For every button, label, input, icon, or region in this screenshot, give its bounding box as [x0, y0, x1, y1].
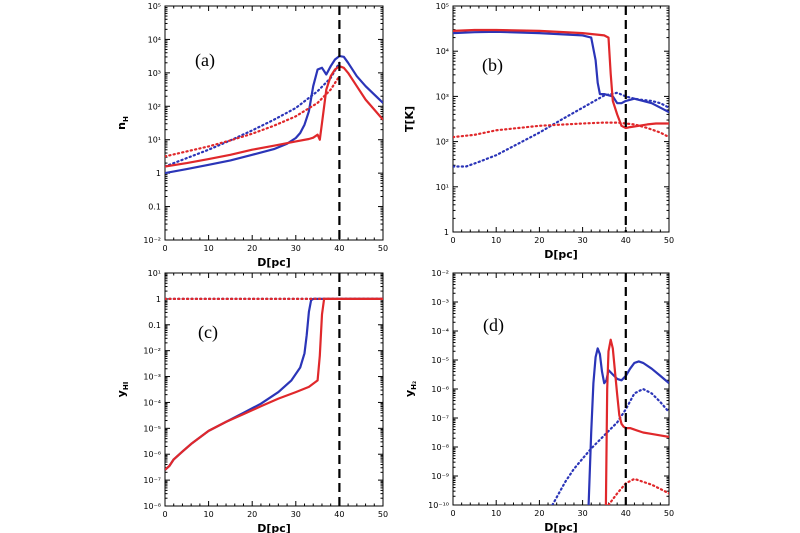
plot-frame: [164, 5, 384, 241]
y-axis-title-main: y: [403, 390, 416, 397]
y-tick-label: 10³: [436, 92, 449, 101]
y-axis-title: yHI: [115, 382, 130, 398]
y-tick-label: 10⁴: [148, 35, 161, 44]
y-tick-label: 10³: [148, 69, 161, 78]
x-tick-label: 10: [204, 244, 214, 253]
y-axis-title: T[K]: [403, 106, 416, 132]
y-axis-title-main: y: [115, 390, 128, 397]
y-tick-label: 10⁻⁴: [431, 327, 449, 336]
y-tick-label: 10⁻²: [143, 347, 161, 356]
y-tick-label: 10⁻⁵: [431, 356, 449, 365]
x-axis-title: D[pc]: [257, 522, 291, 533]
x-tick-label: 10: [204, 510, 214, 519]
plot-frame: [164, 272, 384, 507]
y-tick-label: 10⁻³: [143, 373, 161, 382]
y-tick-label: 10⁻⁶: [143, 450, 161, 459]
y-tick-label: 10⁵: [436, 2, 449, 11]
panel-b: 0 10 20 30 40 50 1 10¹ 10² 10³ 10⁴ 10⁵ D[pc] T[K] (b): [403, 2, 674, 261]
red-solid-series-line: [165, 65, 383, 168]
x-tick-label: 20: [534, 509, 544, 518]
x-tick-label: 20: [247, 244, 257, 253]
y-tick-label: 10⁻¹⁰: [428, 501, 449, 510]
x-tick-label: 40: [621, 509, 631, 518]
x-tick-label: 30: [291, 510, 301, 519]
y-tick-label: 10¹: [436, 183, 449, 192]
panel-tag: (a): [195, 50, 215, 71]
y-axis-title-main: T[K]: [403, 106, 416, 132]
y-tick-label: 10⁻⁸: [431, 443, 449, 452]
y-tick-label: 1: [444, 228, 449, 237]
red-dotted-series-line: [165, 75, 341, 158]
y-axis-title-sub: HI: [122, 382, 130, 390]
x-tick-label: 10: [491, 236, 501, 245]
x-tick-label: 0: [450, 509, 455, 518]
y-tick-label: 10⁻⁹: [431, 472, 449, 481]
red-dotted-series-line: [607, 477, 669, 505]
y-tick-label: 0.1: [148, 203, 161, 212]
red-solid-series-line: [453, 28, 669, 130]
panel-tag: (b): [482, 55, 503, 76]
panel-tag: (c): [198, 322, 218, 343]
x-axis-title: D[pc]: [544, 248, 578, 261]
red-solid-series-line: [604, 338, 669, 505]
y-axis-title-sub: H: [122, 116, 130, 122]
blue-dotted-series-line: [165, 61, 341, 168]
x-tick-label: 30: [578, 236, 588, 245]
x-tick-label: 40: [621, 236, 631, 245]
y-tick-label: 10⁻³: [431, 298, 449, 307]
x-tick-label: 10: [491, 509, 501, 518]
y-tick-label: 10⁻⁷: [431, 414, 449, 423]
y-tick-label: 10²: [436, 138, 449, 147]
blue-solid-series-line: [453, 30, 669, 114]
x-tick-label: 0: [162, 510, 167, 519]
y-tick-label: 0.1: [148, 321, 161, 330]
y-axis-title-sub: H₂: [410, 381, 418, 390]
x-tick-label: 40: [334, 510, 344, 519]
x-axis-title: D[pc]: [257, 256, 291, 269]
panel-c: 0 10 20 30 40 50 10⁻⁸ 10⁻⁷ 10⁻⁶ 10⁻⁵ 10⁻⁴ 10⁻³ 10⁻² 0…: [115, 269, 388, 533]
x-tick-label: 20: [534, 236, 544, 245]
y-tick-label: 10²: [148, 102, 161, 111]
blue-solid-series-line: [165, 54, 383, 175]
y-axis-title-main: n: [115, 122, 128, 130]
panel-a: 0 10 20 30 40 50 10⁻² 0.1 1 10¹ 10² 10³ 10⁴ 10⁵ D[pc] n…: [115, 2, 388, 269]
blue-dotted-series-line: [551, 387, 669, 505]
blue-solid-series-line: [587, 347, 669, 505]
panel-tag: (d): [483, 315, 504, 336]
y-tick-label: 10¹: [148, 136, 161, 145]
x-tick-label: 50: [378, 510, 388, 519]
y-tick-label: 10⁵: [148, 2, 161, 11]
x-tick-label: 30: [578, 509, 588, 518]
y-tick-label: 1: [156, 295, 161, 304]
x-tick-label: 0: [450, 236, 455, 245]
y-axis-title: nH: [115, 116, 130, 130]
y-tick-label: 1: [156, 169, 161, 178]
x-tick-label: 50: [664, 236, 674, 245]
x-tick-label: 30: [291, 244, 301, 253]
blue-dotted-series-line: [453, 91, 669, 168]
red-solid-series-line: [165, 297, 383, 471]
x-tick-label: 20: [247, 510, 257, 519]
x-axis-title: D[pc]: [544, 521, 578, 533]
y-tick-label: 10⁴: [436, 47, 449, 56]
x-tick-label: 40: [334, 244, 344, 253]
plot-frame: [452, 5, 670, 233]
y-tick-label: 10¹: [148, 269, 161, 278]
y-tick-label: 10⁻⁶: [431, 385, 449, 394]
y-axis-title: yH₂: [403, 381, 418, 397]
y-tick-label: 10⁻²: [143, 236, 161, 245]
x-tick-label: 50: [378, 244, 388, 253]
y-tick-label: 10⁻²: [431, 269, 449, 278]
y-tick-label: 10⁻⁵: [143, 424, 161, 433]
y-tick-label: 10⁻⁷: [143, 476, 161, 485]
x-tick-label: 0: [162, 244, 167, 253]
panel-d: 0 10 20 30 40 50 10⁻¹⁰ 10⁻⁹ 10⁻⁸ 10⁻⁷ 10⁻⁶ 10⁻⁵ 10⁻⁴…: [403, 269, 674, 533]
red-dotted-series-line: [453, 121, 669, 139]
y-tick-label: 10⁻⁸: [143, 502, 161, 511]
x-tick-label: 50: [664, 509, 674, 518]
y-tick-label: 10⁻⁴: [143, 398, 161, 407]
plot-frame: [452, 272, 670, 506]
